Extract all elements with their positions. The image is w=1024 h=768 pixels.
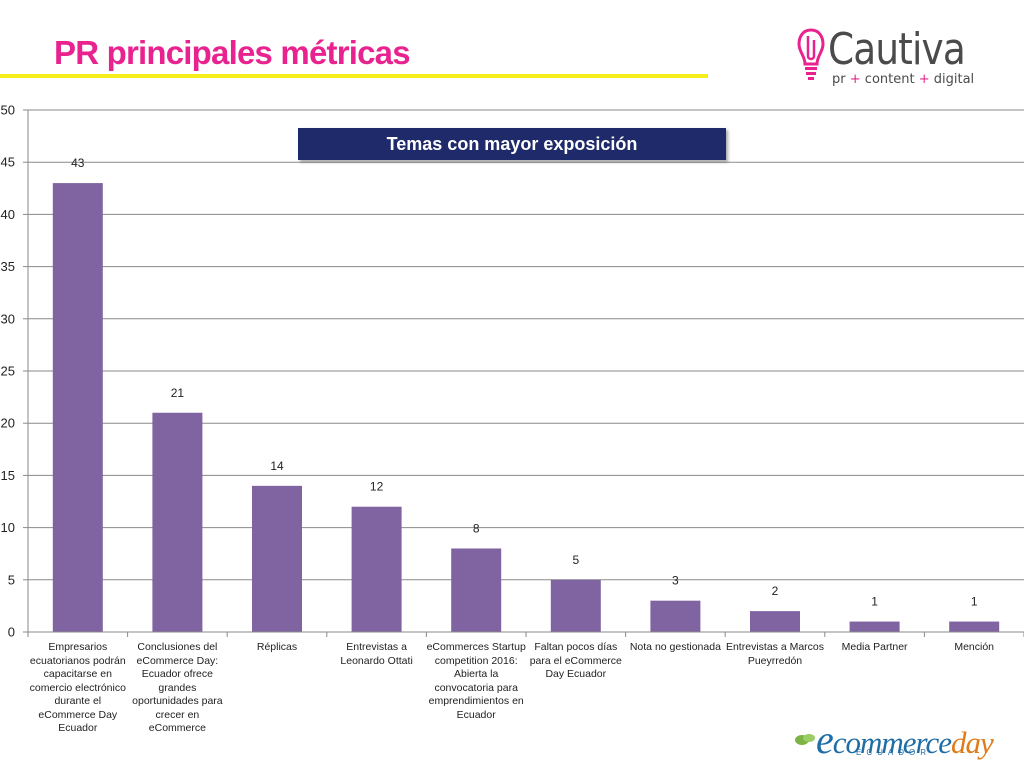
bar — [750, 611, 800, 632]
logo-commerce: commerce — [832, 725, 952, 760]
data-label: 8 — [473, 521, 480, 535]
cautiva-logo: Cautiva pr + content + digital — [796, 24, 976, 88]
bars — [52, 183, 1000, 632]
bar — [550, 579, 601, 632]
bar — [949, 621, 1000, 632]
y-tick-label: 50 — [1, 103, 15, 118]
x-tick-label: Nota no gestionada — [629, 641, 721, 653]
logo-e: e — [816, 717, 834, 762]
lightbulb-clip-icon — [797, 28, 825, 80]
logo-subtitle: ECUADOR — [856, 748, 932, 757]
y-tick-label: 0 — [8, 625, 15, 640]
bar — [351, 506, 402, 632]
y-tick-label: 25 — [1, 364, 15, 379]
x-tick-label: Entrevistas a Leonardo Ottati — [340, 641, 413, 667]
y-tick-label: 45 — [1, 155, 15, 170]
axes — [27, 110, 1024, 637]
ecommerceday-wordmark: ecommerceday — [816, 716, 994, 763]
brand-name: Cautiva — [828, 24, 966, 75]
data-label: 12 — [370, 480, 384, 494]
data-label: 1 — [871, 595, 878, 609]
x-tick-label: Réplicas — [256, 641, 298, 653]
data-label: 2 — [772, 584, 779, 598]
data-label: 5 — [572, 553, 579, 567]
x-tick-label: Empresarios ecuatorianos podrán capacita… — [29, 641, 126, 734]
y-tick-label: 5 — [8, 572, 15, 587]
leaf-icon — [795, 734, 815, 745]
bar — [152, 412, 203, 632]
bar — [451, 548, 502, 632]
x-tick-label: Faltan pocos días para el eCommerce Day … — [529, 641, 622, 680]
brand-tagline: pr + content + digital — [832, 72, 974, 87]
x-tick-label: eCommerces Startup competition 2016: Abi… — [426, 641, 526, 721]
y-tick-label: 30 — [1, 311, 15, 326]
y-tick-label: 35 — [1, 259, 15, 274]
y-tick-label: 15 — [1, 468, 15, 483]
bar — [849, 621, 900, 632]
bar — [650, 600, 701, 632]
data-label: 14 — [270, 459, 284, 473]
x-tick-label: Mención — [954, 641, 995, 653]
tag-content: content — [864, 72, 915, 87]
page-title: PR principales métricas — [54, 34, 411, 71]
data-label: 43 — [71, 156, 85, 170]
tag-plus-2: + — [918, 72, 930, 87]
ecommerceday-logo: ecommerceday ECUADOR — [794, 716, 994, 762]
tag-digital: digital — [933, 72, 975, 87]
y-tick-label: 20 — [1, 416, 15, 431]
bar — [52, 183, 103, 632]
x-tick-label: Entrevistas a Marcos Pueyrredón — [725, 641, 825, 667]
y-tick-label: 10 — [1, 520, 15, 535]
x-tick-label: Conclusiones del eCommerce Day: Ecuador … — [132, 641, 223, 734]
data-label: 1 — [971, 595, 978, 609]
data-label: 21 — [171, 386, 185, 400]
bar — [252, 485, 302, 632]
y-tick-label: 40 — [1, 207, 15, 222]
logo-day: day — [951, 725, 994, 760]
tag-plus-1: + — [849, 72, 861, 87]
x-tick-label: Media Partner — [841, 641, 908, 653]
y-axis-ticks: 0 5 10 15 20 25 30 35 40 45 50 — [1, 103, 28, 640]
title-underline — [0, 74, 708, 78]
chart-title: Temas con mayor exposición — [298, 128, 726, 160]
data-label: 3 — [672, 574, 679, 588]
tag-pr: pr — [832, 72, 846, 87]
